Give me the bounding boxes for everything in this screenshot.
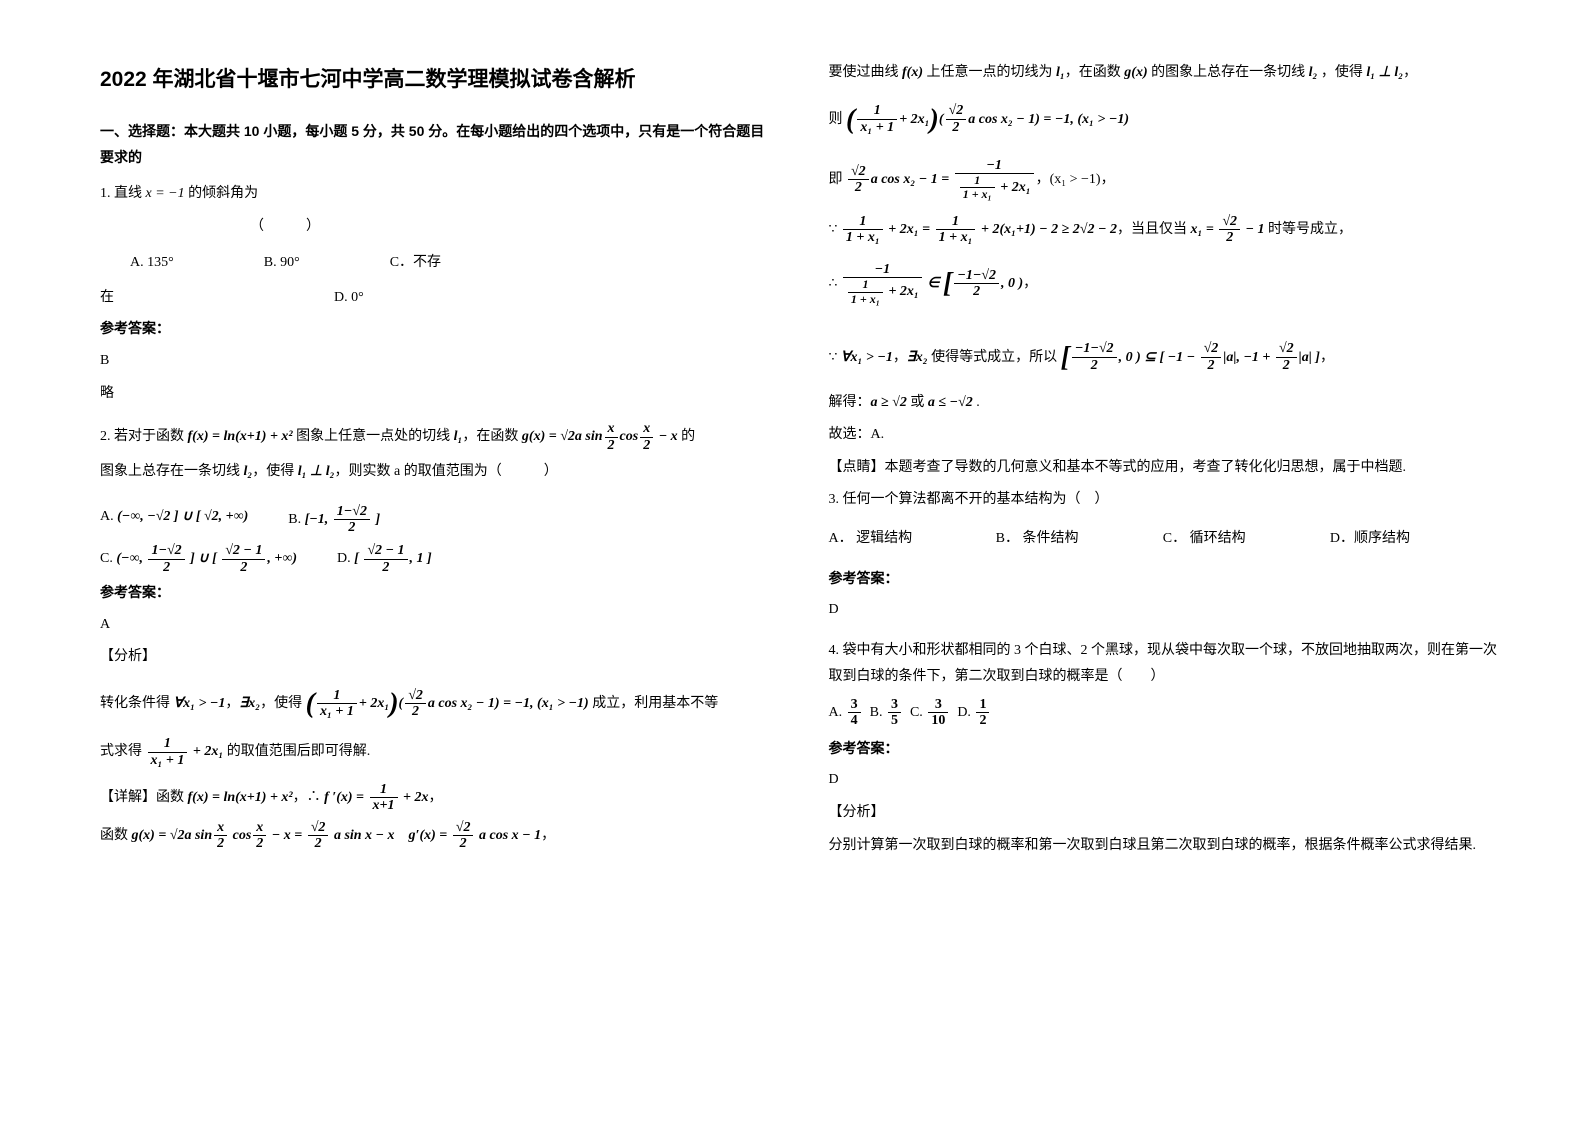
q3-optC: C． 循环结构	[1163, 526, 1330, 553]
q2-analysis-line2: 式求得 1x₁ + 1 + 2x₁ 的取值范围后即可得解.	[100, 736, 769, 768]
q2-detail-line2: 函数 g(x) = √2a sinx2 cosx2 − x = √22 a si…	[100, 820, 769, 852]
q4-analysis: 分别计算第一次取到白球的概率和第一次取到白球且第二次取到白球的概率，根据条件概率…	[829, 833, 1498, 860]
q1-explanation: 略	[100, 381, 769, 408]
q1-optD-pre: 在	[100, 285, 114, 312]
q2-detail-line1: 【详解】函数 f(x) = ln(x+1) + x²，∴ f ′(x) = 1x…	[100, 782, 769, 814]
q2-analysis-line1: 转化条件得 ∀x₁ > −1，∃x₂，使得 (1x₁ + 1+ 2x₁)(√22…	[100, 677, 769, 730]
document-title: 2022 年湖北省十堰市七河中学高二数学理模拟试卷含解析	[100, 60, 769, 100]
q3-optD: D．顺序结构	[1330, 526, 1497, 553]
q1-eq: x = −1	[146, 186, 185, 201]
q3-answer-label: 参考答案：	[829, 565, 1498, 592]
q4-optB: B. 35	[870, 705, 903, 720]
q2-optB: B. [−1, 1−√22 ]	[288, 504, 380, 536]
q2-optD: D. [ √2 − 12, 1 ]	[337, 543, 432, 575]
q4-analysis-label: 【分析】	[829, 800, 1498, 827]
q2-answer: A	[100, 612, 769, 639]
q3-stem: 3. 任何一个算法都离不开的基本结构为（ ）	[829, 487, 1498, 514]
q2-optA: A. (−∞, −√2 ] ∪ [ √2, +∞)	[100, 504, 248, 536]
q1-paren: （ ）	[250, 214, 769, 241]
q2-opts-row1: A. (−∞, −√2 ] ∪ [ √2, +∞) B. [−1, 1−√22 …	[100, 504, 769, 536]
q4-optA: A. 34	[829, 705, 863, 720]
q4-answer-label: 参考答案：	[829, 735, 1498, 762]
r-line7: 故选：A.	[829, 422, 1498, 449]
q1-optC: C．不存	[390, 250, 441, 277]
q3-optB: B． 条件结构	[996, 526, 1163, 553]
q1-answer-label: 参考答案：	[100, 315, 769, 342]
q1-stem-a: 1. 直线	[100, 186, 146, 201]
r-eq1: 则 (1x₁ + 1+ 2x₁)(√22a cos x₂ − 1) = −1, …	[829, 93, 1498, 146]
q2-gx: g(x) = √2a sinx2cosx2 − x	[522, 421, 678, 453]
q2-line2: 图象上总存在一条切线 l₂，使得 l₁ ⊥ l₂，则实数 a 的取值范围为（ ）	[100, 459, 769, 486]
q3-options: A． 逻辑结构 B． 条件结构 C． 循环结构 D．顺序结构	[829, 526, 1498, 553]
r-eq2: 即 √22a cos x₂ − 1 = −111 + x₁ + 2x₁，(x₁ …	[829, 158, 1498, 202]
q1-options-row1: A. 135° B. 90° C．不存	[130, 250, 769, 277]
r-comment: 【点睛】本题考查了导数的几何意义和基本不等式的应用，考查了转化化归思想，属于中档…	[829, 455, 1498, 482]
q1-optB: B. 90°	[264, 250, 300, 277]
q2-optC: C. (−∞, 1−√22 ] ∪ [ √2 − 12, +∞)	[100, 543, 297, 575]
q2-line1: 2. 若对于函数 f(x) = ln(x+1) + x² 图象上任意一点处的切线…	[100, 421, 769, 453]
r-eq4: ∴ −111 + x₁ + 2x₁ ∈ [−1−√22, 0 )，	[829, 257, 1498, 310]
r-line5: ∵ ∀x₁ > −1，∃x₂ 使得等式成立，所以 [−1−√22, 0 ) ⊆ …	[829, 331, 1498, 384]
q2-analysis-label: 【分析】	[100, 644, 769, 671]
q3-answer: D	[829, 597, 1498, 624]
q1-stem-b: 的倾斜角为	[185, 186, 259, 201]
q1-optD: D. 0°	[334, 285, 364, 312]
left-column: 2022 年湖北省十堰市七河中学高二数学理模拟试卷含解析 一、选择题：本大题共 …	[100, 60, 799, 1082]
q4-optD: D. 12	[957, 705, 991, 720]
r-eq3: ∵ 11 + x₁ + 2x₁ = 11 + x₁ + 2(x₁+1) − 2 …	[829, 214, 1498, 246]
q4-options: A. 34 B. 35 C. 310 D. 12	[829, 697, 1498, 729]
q1-answer: B	[100, 348, 769, 375]
q4-optC: C. 310	[910, 705, 950, 720]
right-column: 要使过曲线 f(x) 上任意一点的切线为 l₁，在函数 g(x) 的图象上总存在…	[799, 60, 1498, 1082]
q4-stem: 4. 袋中有大小和形状都相同的 3 个白球、2 个黑球，现从袋中每次取一个球，不…	[829, 638, 1498, 691]
r-line6: 解得：a ≥ √2 或 a ≤ −√2 .	[829, 390, 1498, 417]
q1-optA: A. 135°	[130, 250, 174, 277]
q2-opts-row2: C. (−∞, 1−√22 ] ∪ [ √2 − 12, +∞) D. [ √2…	[100, 543, 769, 575]
r-line1: 要使过曲线 f(x) 上任意一点的切线为 l₁，在函数 g(x) 的图象上总存在…	[829, 60, 1498, 87]
q4-answer: D	[829, 767, 1498, 794]
section1-header: 一、选择题：本大题共 10 小题，每小题 5 分，共 50 分。在每小题给出的四…	[100, 118, 769, 171]
q3-optA: A． 逻辑结构	[829, 526, 996, 553]
q2-answer-label: 参考答案：	[100, 579, 769, 606]
q1-options-row2: 在 D. 0°	[100, 285, 769, 312]
q1-stem: 1. 直线 x = −1 的倾斜角为	[100, 181, 769, 208]
